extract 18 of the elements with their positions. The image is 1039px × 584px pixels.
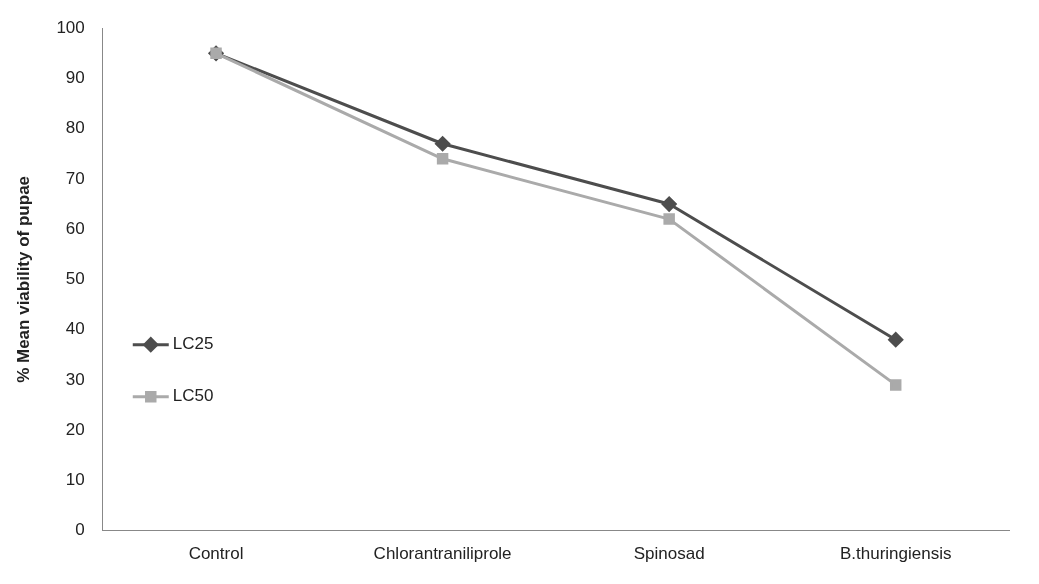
y-tick-label: 20 (65, 419, 85, 439)
y-tick-label: 0 (75, 520, 85, 540)
y-tick-label: 40 (65, 319, 85, 339)
legend-label: LC25 (172, 334, 214, 354)
y-tick-label: 70 (65, 168, 85, 188)
y-tick-label: 30 (65, 369, 85, 389)
y-tick-label: 10 (65, 470, 85, 490)
x-tick-label: Control (188, 544, 244, 564)
x-tick-label: Spinosad (633, 544, 705, 564)
y-tick-label: 90 (65, 68, 85, 88)
legend-label: LC50 (172, 386, 214, 406)
y-tick-label: 100 (56, 17, 85, 37)
x-tick-label: B.thuringiensis (839, 544, 952, 564)
y-tick-label: 60 (65, 218, 85, 238)
y-axis-title: % Mean viability of pupae (13, 175, 33, 383)
x-tick-label: Chlorantraniliprole (373, 544, 512, 564)
y-tick-label: 80 (65, 118, 85, 138)
y-tick-label: 50 (65, 269, 85, 289)
